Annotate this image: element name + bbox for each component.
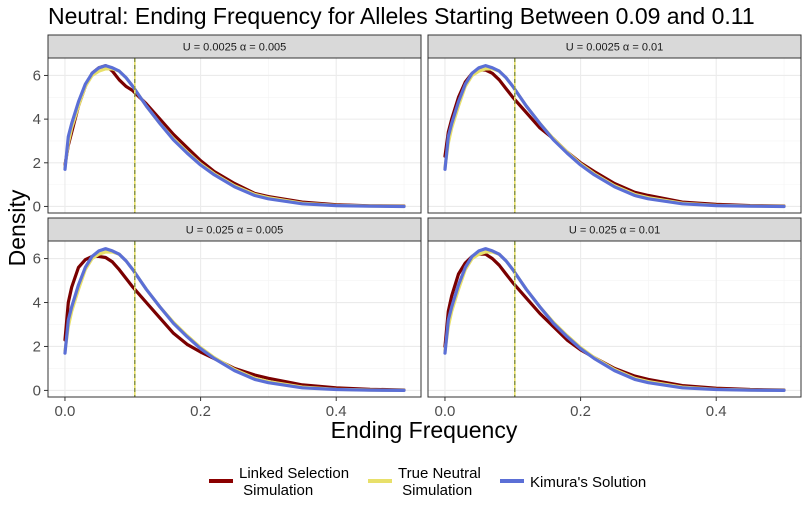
y-tick-label: 0 — [33, 198, 41, 215]
legend-label-true-neutral-line1: True Neutral — [398, 465, 481, 482]
x-tick-label: 0.2 — [570, 403, 591, 420]
y-tick-label: 4 — [33, 111, 41, 128]
panel-border — [427, 240, 802, 398]
x-tick-label: 0.2 — [190, 403, 211, 420]
panel-background — [428, 58, 801, 213]
facet-panel: U = 0.0025 α = 0.01 — [427, 34, 802, 214]
panel-background — [428, 241, 801, 397]
legend-label-true-neutral-line2: Simulation — [398, 482, 472, 499]
facet-panel: U = 0.025 α = 0.005 0 2 4 6 0.0 0.2 0.4 — [33, 217, 422, 420]
x-tick-label: 0.4 — [706, 403, 727, 420]
x-tick-label: 0.4 — [326, 403, 347, 420]
panel-border — [47, 240, 422, 398]
density-line-kimura-s-solution — [443, 247, 786, 392]
legend-item-true-neutral: True Neutral Simulation — [368, 465, 481, 499]
facet-strip-label: U = 0.025 α = 0.005 — [186, 225, 284, 237]
y-tick-label: 6 — [33, 251, 41, 268]
legend-label-kimura: Kimura's Solution — [530, 474, 646, 491]
x-tick-label: 0.0 — [55, 403, 76, 420]
x-tick-label: 0.0 — [435, 403, 456, 420]
density-line-linked-selection-simulation — [443, 252, 786, 392]
density-line-linked-selection-simulation — [63, 254, 406, 392]
panel-background — [48, 241, 421, 397]
facet-panel: U = 0.025 α = 0.01 0.0 0.2 0.4 — [427, 217, 802, 420]
panel-border — [47, 57, 422, 214]
y-tick-label: 6 — [33, 67, 41, 84]
y-axis-title: Density — [4, 189, 30, 266]
y-tick-label: 2 — [33, 338, 41, 355]
panel-border — [427, 57, 802, 214]
panel-background — [48, 58, 421, 213]
chart-title: Neutral: Ending Frequency for Alleles St… — [48, 3, 755, 29]
density-line-kimura-s-solution — [63, 63, 406, 209]
y-tick-label: 0 — [33, 382, 41, 399]
density-line-kimura-s-solution — [443, 63, 786, 209]
facet-strip-label: U = 0.0025 α = 0.005 — [183, 42, 287, 54]
legend-label-linked-selection-line2: Simulation — [239, 482, 313, 499]
facet-panel: U = 0.0025 α = 0.005 0 2 4 6 — [33, 34, 422, 215]
density-line-kimura-s-solution — [63, 247, 406, 392]
y-tick-label: 4 — [33, 295, 41, 312]
legend-item-kimura: Kimura's Solution — [500, 474, 646, 491]
x-axis-title: Ending Frequency — [331, 417, 518, 443]
y-tick-label: 2 — [33, 155, 41, 172]
legend-label-linked-selection-line1: Linked Selection — [239, 465, 349, 482]
facet-strip-label: U = 0.025 α = 0.01 — [569, 225, 660, 237]
legend: Linked Selection Simulation True Neutral… — [209, 465, 646, 499]
legend-item-linked-selection: Linked Selection Simulation — [209, 465, 349, 499]
facet-strip-label: U = 0.0025 α = 0.01 — [566, 42, 664, 54]
